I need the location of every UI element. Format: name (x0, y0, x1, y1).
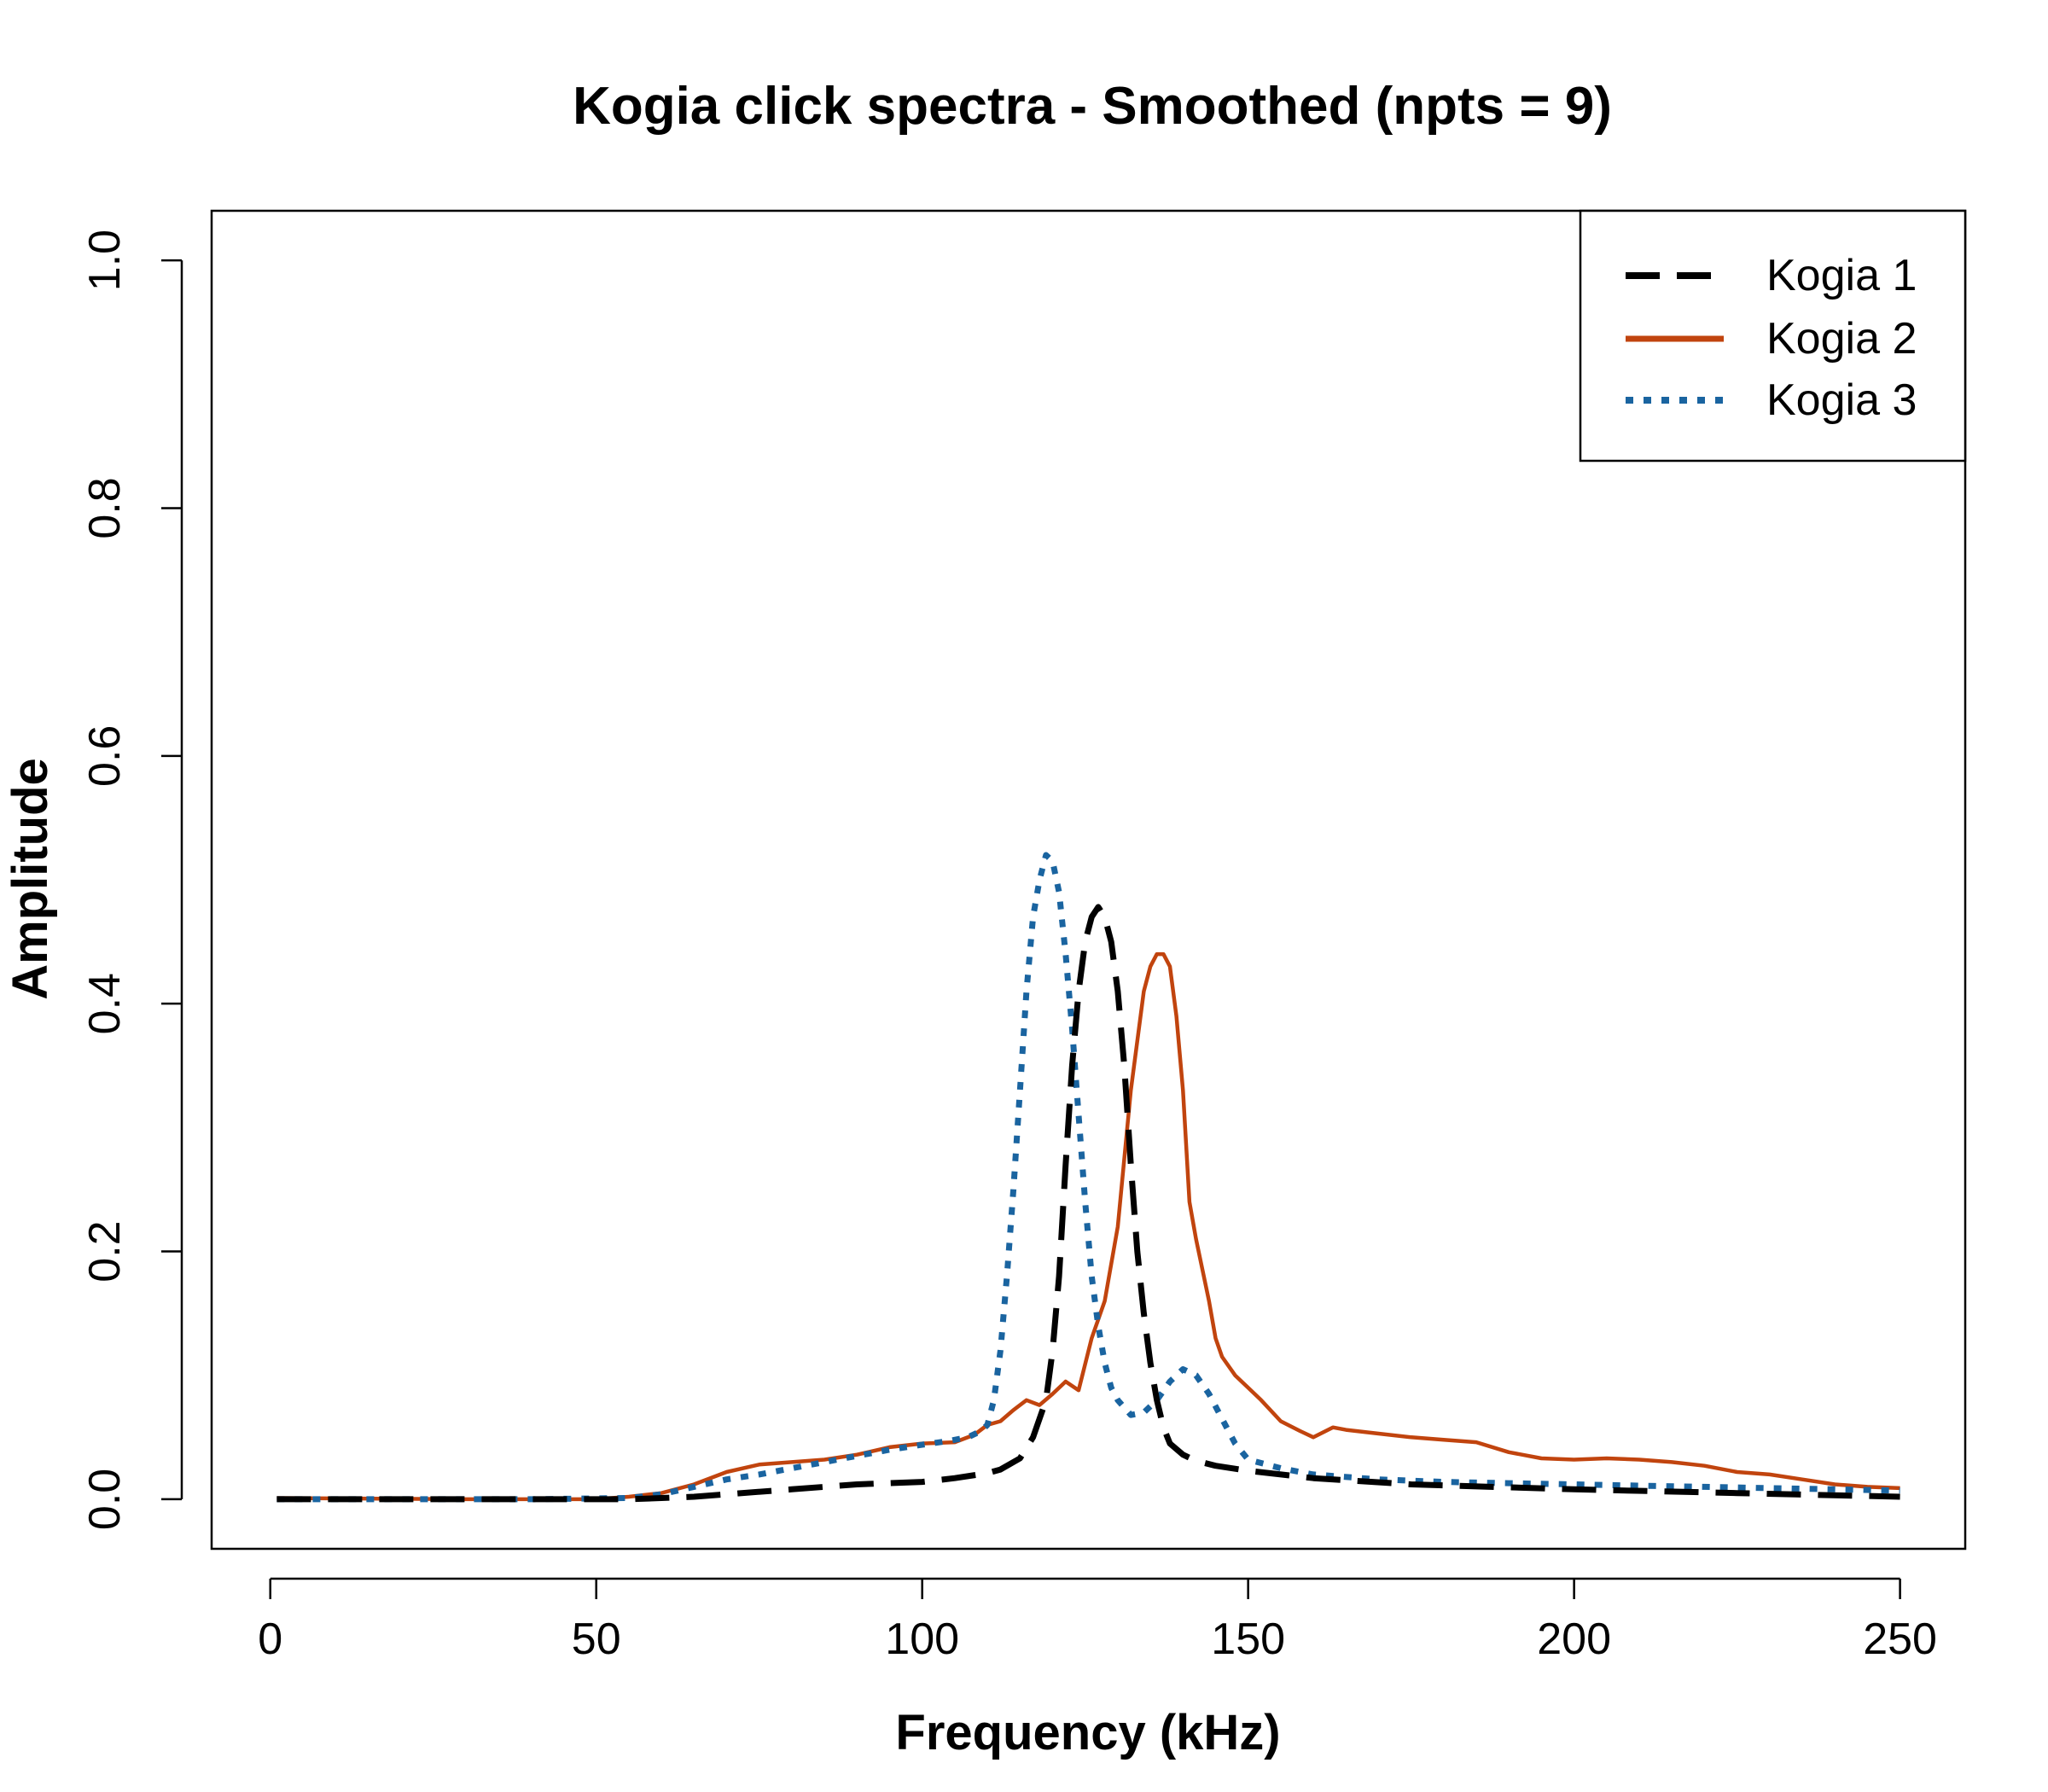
y-tick-label: 0.2 (80, 1220, 130, 1282)
x-tick-label: 100 (885, 1615, 959, 1664)
x-axis-label: Frequency (kHz) (895, 1705, 1280, 1760)
x-tick-label: 150 (1211, 1615, 1285, 1664)
y-tick-label: 0.8 (80, 477, 130, 538)
legend-label-kogia-3: Kogia 3 (1766, 375, 1917, 425)
series-layer (276, 852, 1900, 1503)
y-tick-label: 0.0 (80, 1469, 130, 1530)
legend-label-kogia-1: Kogia 1 (1766, 251, 1917, 300)
series-line-kogia-2 (276, 951, 1900, 1502)
y-tick-label: 0.6 (80, 725, 130, 787)
x-tick-label: 50 (572, 1615, 621, 1664)
x-axis: 0 50 100 150 200 250 (258, 1577, 1937, 1664)
legend-label-kogia-2: Kogia 2 (1766, 314, 1917, 364)
series-line-kogia-3 (276, 852, 1900, 1503)
x-tick-label: 0 (258, 1615, 282, 1664)
plot-frame (210, 209, 1967, 1551)
x-tick-label: 200 (1537, 1615, 1611, 1664)
y-tick-label: 1.0 (80, 230, 130, 291)
y-axis: 0.0 0.2 0.4 0.6 0.8 1.0 (80, 230, 183, 1530)
chart-title: Kogia click spectra - Smoothed (npts = 9… (573, 77, 1612, 136)
y-tick-label: 0.4 (80, 973, 130, 1034)
x-tick-label: 250 (1863, 1615, 1937, 1664)
y-axis-label: Amplitude (3, 758, 58, 1000)
legend: Kogia 1 Kogia 2 Kogia 3 (1579, 209, 1967, 463)
series-line-kogia-1 (276, 904, 1900, 1503)
